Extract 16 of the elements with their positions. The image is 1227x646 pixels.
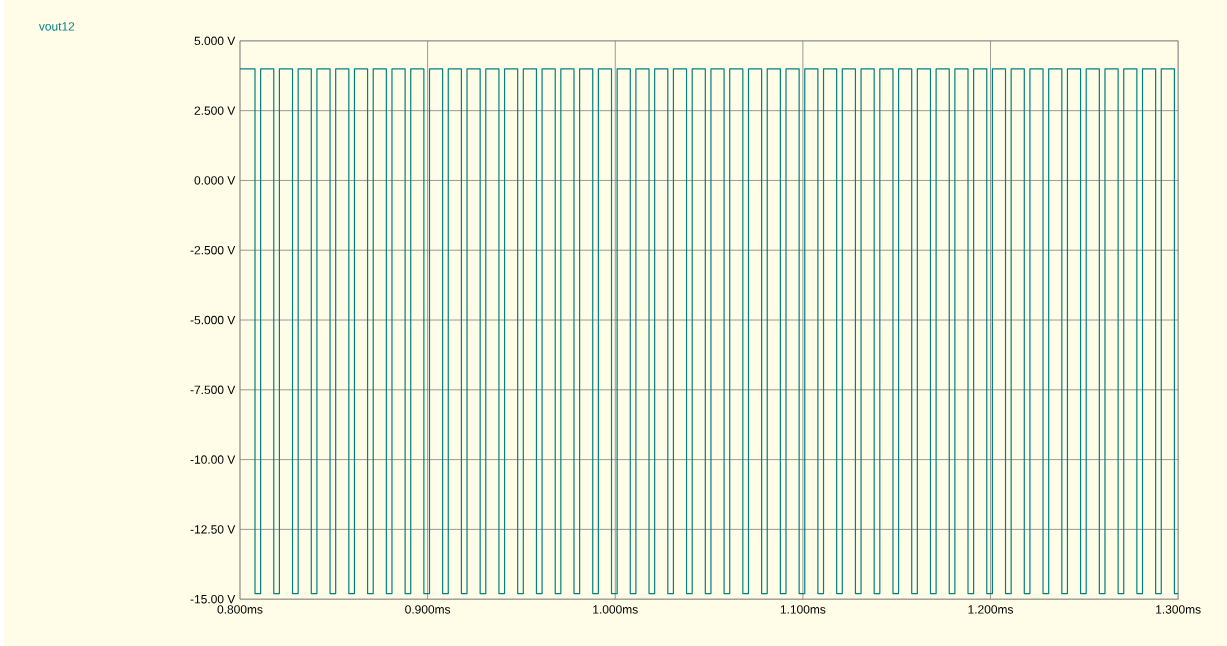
x-tick-label: 1.100ms — [780, 605, 826, 614]
y-tick-label: -7.500 V — [190, 385, 236, 395]
x-tick-label: 1.200ms — [968, 605, 1014, 614]
y-tick-label: -5.000 V — [190, 315, 236, 325]
y-tick-label: 0.000 V — [194, 176, 236, 185]
y-tick-label: 2.500 V — [194, 106, 236, 115]
y-tick-label: -10.00 V — [190, 455, 236, 464]
x-tick-label: 1.300ms — [1156, 605, 1201, 614]
x-tick-label: 0.900ms — [405, 605, 451, 614]
y-tick-label: -15.00 V — [190, 594, 236, 604]
x-tick-label: 0.800ms — [217, 605, 263, 614]
y-tick-label: -12.50 V — [190, 525, 236, 534]
x-tick-label: 1.000ms — [593, 605, 638, 614]
y-tick-label: -2.500 V — [190, 245, 236, 255]
y-tick-label: 5.000 V — [194, 36, 236, 46]
text: vout12 — [38, 22, 75, 31]
